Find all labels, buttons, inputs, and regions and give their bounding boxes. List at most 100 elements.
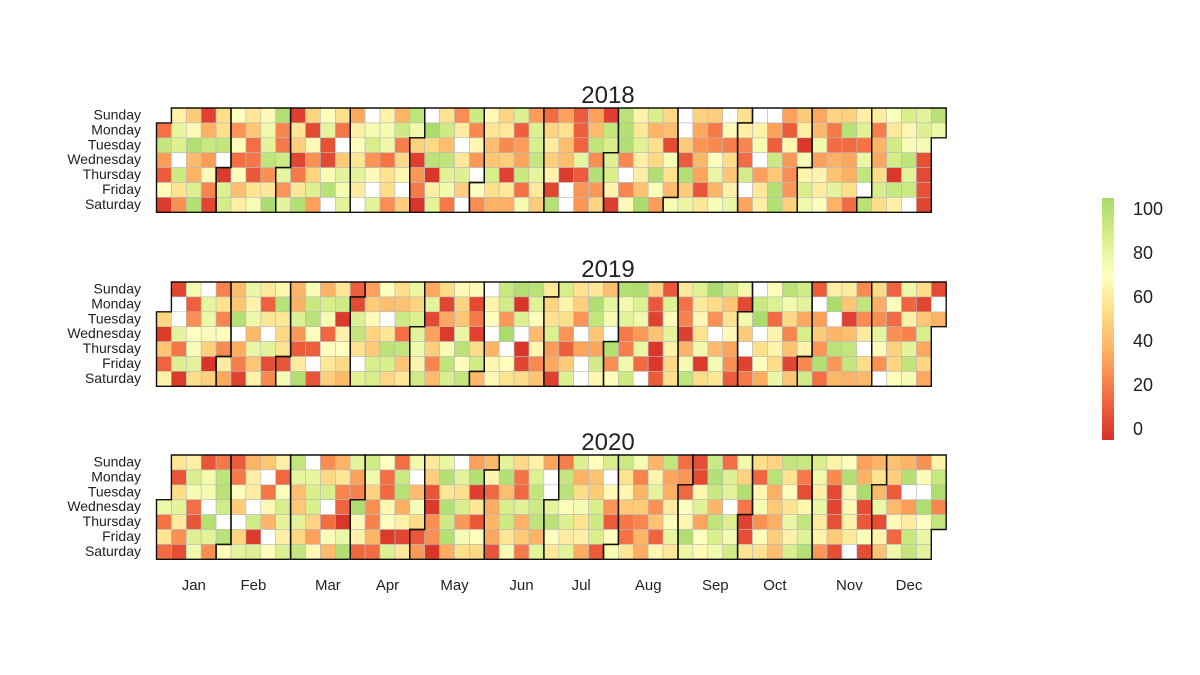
day-cell xyxy=(767,484,783,500)
day-cell xyxy=(826,484,843,500)
day-cell xyxy=(483,544,500,560)
day-cell xyxy=(916,197,932,213)
day-cell xyxy=(543,499,560,515)
day-cell xyxy=(275,544,291,560)
day-cell xyxy=(722,281,738,298)
day-cell xyxy=(186,167,202,183)
day-cell xyxy=(632,281,649,298)
day-cell xyxy=(305,544,321,560)
day-cell xyxy=(603,514,619,530)
day-cell xyxy=(528,122,545,139)
day-label-friday: Friday xyxy=(102,528,141,544)
day-cell xyxy=(275,137,291,154)
day-cell xyxy=(290,529,306,545)
day-label-friday: Friday xyxy=(102,181,141,197)
day-cell xyxy=(588,356,604,372)
day-cell xyxy=(603,281,619,298)
legend-tick-label: 40 xyxy=(1133,331,1153,351)
day-cell xyxy=(439,281,455,298)
day-cell xyxy=(618,197,634,213)
day-cell xyxy=(662,137,679,154)
day-cell xyxy=(632,514,649,530)
day-cell xyxy=(513,281,530,298)
day-cell xyxy=(811,281,828,298)
day-cell xyxy=(498,371,515,387)
day-cell xyxy=(439,529,455,545)
day-cell xyxy=(245,341,262,357)
day-cell xyxy=(692,281,709,298)
day-cell xyxy=(662,281,679,298)
day-cells xyxy=(156,107,947,213)
month-label-feb: Feb xyxy=(240,577,266,594)
month-label-apr: Apr xyxy=(376,577,399,594)
day-cell xyxy=(767,371,783,387)
day-cell xyxy=(171,469,187,486)
day-cell xyxy=(856,182,872,198)
day-cell xyxy=(752,296,768,313)
day-cell xyxy=(334,152,351,168)
day-cell xyxy=(230,454,247,471)
day-cell xyxy=(871,499,887,515)
day-cell xyxy=(156,371,172,387)
day-cell xyxy=(632,484,649,500)
day-cell xyxy=(632,469,649,486)
day-cell xyxy=(826,167,843,183)
day-cell xyxy=(409,122,425,139)
day-cell xyxy=(483,182,500,198)
day-cell xyxy=(409,311,425,327)
day-cell xyxy=(811,484,828,500)
day-cell xyxy=(483,341,500,357)
day-cell xyxy=(364,167,381,183)
day-cell xyxy=(767,296,783,313)
day-cell xyxy=(498,182,515,198)
day-cell xyxy=(394,152,411,168)
day-cell xyxy=(930,107,947,124)
day-cell xyxy=(230,544,247,560)
day-cell xyxy=(871,182,887,198)
day-cell xyxy=(677,197,694,213)
day-cell xyxy=(543,469,560,486)
day-cell xyxy=(588,326,604,342)
day-cell xyxy=(230,197,247,213)
day-cell xyxy=(588,281,604,298)
day-cell xyxy=(707,371,723,387)
legend-tick-label: 80 xyxy=(1133,243,1153,263)
day-cell xyxy=(647,514,664,530)
day-cell xyxy=(662,499,679,515)
day-cell xyxy=(334,326,351,342)
day-cell xyxy=(871,341,887,357)
day-cell xyxy=(171,107,187,124)
day-cell xyxy=(588,167,604,183)
day-cell xyxy=(752,107,768,124)
day-cell xyxy=(215,326,232,342)
day-cell xyxy=(334,499,351,515)
day-cell xyxy=(171,544,187,560)
day-cell xyxy=(498,529,515,545)
day-cell xyxy=(737,122,753,139)
day-cell xyxy=(841,107,858,124)
day-cell xyxy=(901,469,917,486)
day-cell xyxy=(588,296,604,313)
day-cell xyxy=(618,371,634,387)
day-cell xyxy=(781,296,798,313)
day-cell xyxy=(260,499,276,515)
day-cell xyxy=(483,137,500,154)
day-cell xyxy=(171,137,187,154)
day-cell xyxy=(409,182,425,198)
day-cell xyxy=(558,281,574,298)
month-label-mar: Mar xyxy=(315,577,341,594)
day-cell xyxy=(886,469,902,486)
day-cell xyxy=(752,122,768,139)
day-cell xyxy=(588,544,604,560)
day-cell xyxy=(588,529,604,545)
day-cell xyxy=(856,296,872,313)
day-label-saturday: Saturday xyxy=(85,196,141,212)
day-cell xyxy=(677,296,694,313)
day-cell xyxy=(558,311,574,327)
day-cell xyxy=(379,469,396,486)
day-cell xyxy=(469,499,485,515)
month-label-sep: Sep xyxy=(702,577,729,594)
day-cell xyxy=(320,167,336,183)
day-cell xyxy=(528,296,545,313)
day-cell xyxy=(483,296,500,313)
